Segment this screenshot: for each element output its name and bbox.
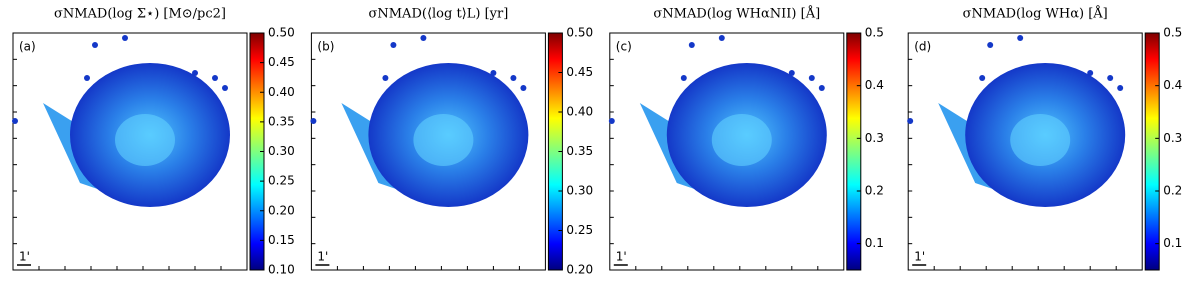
panel: σNMAD(log WHαNII) [Å] (c) 1' 0.1 0.2 0.3 0.4 0.… — [608, 6, 884, 271]
panel-label: (d) — [914, 40, 931, 54]
galaxy-core — [711, 114, 772, 166]
colorbar-tick-label: 0.40 — [268, 85, 295, 99]
galaxy-core — [413, 114, 474, 166]
colorbar-tick-label: 0.45 — [566, 65, 593, 79]
galaxy-clump — [310, 118, 317, 124]
galaxy-clump — [987, 42, 994, 48]
galaxy-clump — [390, 42, 397, 48]
panel: σNMAD(⟨log t⟩L) [yr] (b) 1' 0.20 0.25 0.30 0.3… — [310, 7, 593, 277]
panel-label: (b) — [317, 40, 334, 54]
colorbar-tick-label: 0.4 — [865, 78, 884, 92]
galaxy-clump — [12, 118, 18, 124]
colorbar-tick-label: 0.4 — [1163, 78, 1182, 92]
colorbar-tick-label: 0.20 — [566, 263, 593, 277]
colorbar-tick-label: 0.2 — [1163, 184, 1182, 198]
galaxy-clump — [122, 35, 128, 41]
galaxy-clump — [788, 70, 795, 76]
galaxy-clump — [192, 70, 198, 76]
colorbar-tick-label: 0.15 — [268, 233, 295, 247]
panel: σNMAD(log WHα) [Å] (d) 1' 0.1 0.2 0.3 0.4 0.5 — [907, 6, 1182, 271]
colorbar-tick-label: 0.1 — [865, 236, 884, 250]
galaxy-clump — [382, 75, 389, 81]
galaxy-clump — [608, 118, 615, 124]
colorbar-tick-label: 0.30 — [566, 184, 593, 198]
colorbar-tick-label: 0.35 — [268, 114, 295, 128]
galaxy-clump — [718, 35, 725, 41]
galaxy-clump — [420, 35, 427, 41]
colorbar-tick-label: 0.25 — [566, 223, 593, 237]
scale-label: 1' — [914, 250, 925, 264]
colorbar-tick-label: 0.50 — [566, 26, 593, 40]
colorbar-tick-label: 0.5 — [1163, 26, 1182, 40]
galaxy-clump — [520, 85, 527, 91]
galaxy-core — [115, 114, 175, 166]
title: σNMAD(log Σ⋆) [M⊙/pc2] — [54, 7, 226, 22]
galaxy-clump — [680, 75, 687, 81]
galaxy-clump — [907, 118, 914, 124]
colorbar-tick-label: 0.5 — [865, 26, 884, 40]
galaxy-core — [1010, 114, 1071, 166]
colorbar-tick-label: 0.40 — [566, 105, 593, 119]
colorbar-tick-label: 0.35 — [566, 144, 593, 158]
galaxy-clump — [1117, 85, 1124, 91]
colorbar-tick-label: 0.3 — [865, 131, 884, 145]
title: σNMAD(log WHα) [Å] — [963, 6, 1108, 22]
colorbar-tick-label: 0.1 — [1163, 236, 1182, 250]
colorbar-tick-label: 0.45 — [268, 55, 295, 69]
colorbar — [1144, 32, 1160, 271]
colorbar-tick-label: 0.50 — [268, 26, 295, 40]
colorbar-tick-label: 0.30 — [268, 144, 295, 158]
panel-label: (a) — [19, 40, 36, 54]
galaxy-clump — [979, 75, 986, 81]
galaxy-clump — [212, 75, 218, 81]
galaxy-clump — [510, 75, 517, 81]
galaxy-clump — [1107, 75, 1114, 81]
galaxy-clump — [808, 75, 815, 81]
panel: σNMAD(log Σ⋆) [M⊙/pc2] (a) 1' 0.10 0.15 0.20 0… — [12, 7, 295, 277]
title: σNMAD(⟨log t⟩L) [yr] — [369, 7, 509, 22]
galaxy-clump — [84, 75, 90, 81]
colorbar — [846, 32, 862, 271]
colorbar-tick-label: 0.2 — [865, 184, 884, 198]
colorbar-tick-label: 0.10 — [268, 263, 295, 277]
colorbar-tick-label: 0.3 — [1163, 131, 1182, 145]
galaxy-clump — [1017, 35, 1024, 41]
colorbar-tick-label: 0.20 — [268, 203, 295, 217]
panel-label: (c) — [616, 40, 632, 54]
galaxy-clump — [1087, 70, 1094, 76]
galaxy-clump — [92, 42, 98, 48]
colorbar-tick-label: 0.25 — [268, 174, 295, 188]
scale-label: 1' — [616, 250, 627, 264]
galaxy-clump — [818, 85, 825, 91]
title: σNMAD(log WHαNII) [Å] — [653, 6, 820, 22]
galaxy-clump — [688, 42, 695, 48]
galaxy-clump — [490, 70, 497, 76]
scale-label: 1' — [19, 250, 30, 264]
galaxy-clump — [222, 85, 228, 91]
scale-label: 1' — [317, 250, 328, 264]
